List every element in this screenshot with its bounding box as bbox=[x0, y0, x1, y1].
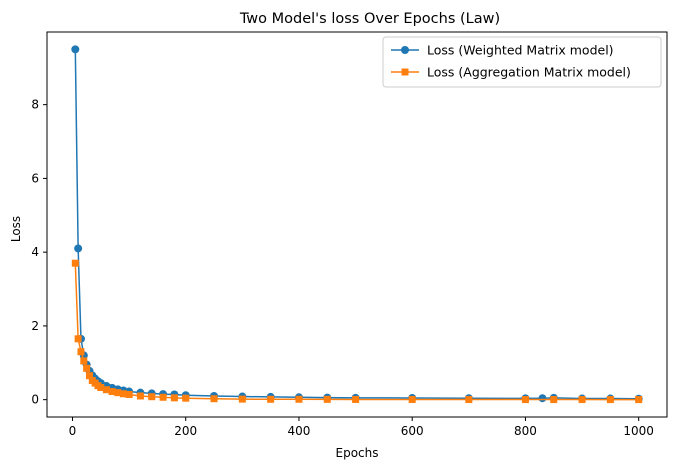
x-tick-label: 200 bbox=[174, 424, 197, 438]
series-2-point bbox=[77, 348, 85, 356]
series-1-line bbox=[74, 49, 639, 400]
series-1-point bbox=[538, 394, 547, 403]
x-tick-label: 800 bbox=[514, 424, 537, 438]
series-1-point bbox=[71, 45, 80, 54]
y-axis-title: Loss bbox=[9, 216, 23, 242]
series-2-point bbox=[125, 391, 133, 399]
series-2-point bbox=[159, 393, 167, 401]
series-1 bbox=[71, 45, 643, 403]
series-2-line bbox=[74, 263, 639, 401]
y-tick-label: 8 bbox=[31, 98, 39, 112]
x-tick-label: 400 bbox=[288, 424, 311, 438]
series-2-point bbox=[148, 393, 156, 401]
x-axis-title: Epochs bbox=[336, 446, 379, 460]
y-axis-ticks: 0 2 4 6 8 bbox=[31, 98, 47, 407]
series-2-point bbox=[635, 396, 643, 404]
series-2-point bbox=[238, 395, 246, 403]
y-tick-label: 2 bbox=[31, 319, 39, 333]
legend: Loss (Weighted Matrix model) Loss (Aggreg… bbox=[382, 36, 662, 88]
series-2-point bbox=[465, 396, 473, 404]
series-2 bbox=[71, 259, 643, 404]
x-axis-ticks: 0 200 400 600 800 1000 bbox=[69, 417, 654, 438]
series-2-point bbox=[323, 395, 331, 403]
legend-marker-1 bbox=[401, 46, 409, 54]
y-tick-label: 0 bbox=[31, 393, 39, 407]
series-2-point bbox=[550, 396, 558, 404]
series-1-point bbox=[74, 244, 83, 253]
series-2-point bbox=[119, 390, 127, 398]
series-2-point bbox=[267, 395, 275, 403]
series-2-point bbox=[114, 389, 122, 397]
series-2-point bbox=[80, 357, 88, 365]
series-2-point bbox=[578, 396, 586, 404]
x-tick-label: 0 bbox=[69, 424, 77, 438]
series-2-point bbox=[170, 394, 178, 402]
series-2-point bbox=[182, 394, 190, 402]
plot-area bbox=[71, 45, 643, 404]
chart-title: Two Model's loss Over Epochs (Law) bbox=[239, 11, 500, 27]
series-2-point bbox=[606, 396, 614, 404]
series-2-point bbox=[108, 388, 116, 396]
series-2-point bbox=[295, 395, 303, 403]
series-2-point bbox=[97, 383, 105, 391]
x-tick-label: 600 bbox=[401, 424, 424, 438]
series-2-point bbox=[136, 392, 144, 400]
series-2-point bbox=[210, 395, 218, 403]
series-2-point bbox=[74, 335, 82, 343]
y-tick-label: 6 bbox=[31, 171, 39, 185]
series-2-point bbox=[102, 386, 110, 394]
series-2-point bbox=[71, 259, 79, 267]
y-tick-label: 4 bbox=[31, 245, 39, 259]
x-tick-label: 1000 bbox=[623, 424, 654, 438]
legend-marker-2 bbox=[401, 68, 409, 76]
series-2-point bbox=[408, 395, 416, 403]
legend-label-2: Loss (Aggregation Matrix model) bbox=[427, 65, 631, 80]
series-2-point bbox=[85, 372, 93, 380]
legend-box bbox=[382, 36, 662, 88]
series-2-point bbox=[521, 396, 529, 404]
series-2-point bbox=[83, 364, 91, 372]
legend-label-1: Loss (Weighted Matrix model) bbox=[427, 43, 614, 58]
plot-frame bbox=[46, 31, 668, 418]
series-2-point bbox=[352, 395, 360, 403]
